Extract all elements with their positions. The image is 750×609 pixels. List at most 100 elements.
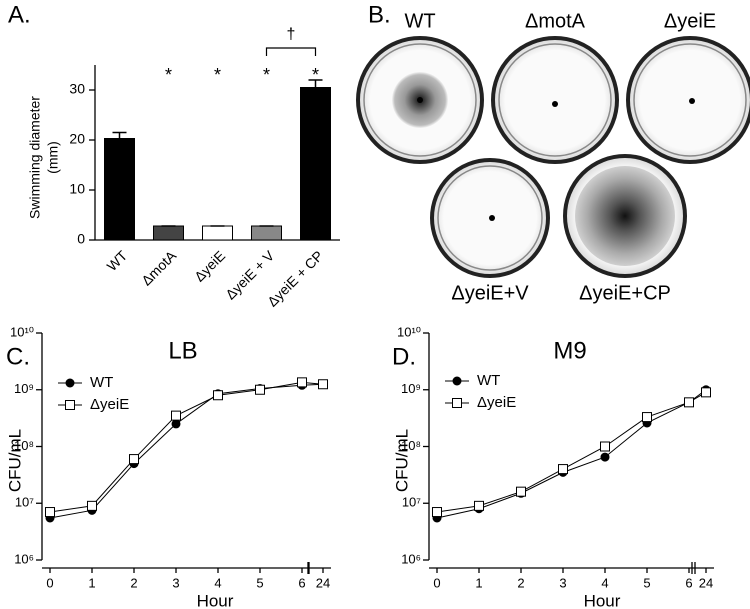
x-tick-label: 6	[298, 575, 305, 590]
x-tick-label: 5	[643, 575, 650, 590]
y-tick-label: 30	[69, 81, 85, 97]
x-tick-label: 0	[46, 575, 53, 590]
marker	[87, 500, 97, 511]
panel-label: B.	[368, 1, 391, 28]
panel-label: D.	[392, 343, 416, 370]
x-tick-label: 1	[88, 575, 95, 590]
line	[436, 391, 707, 513]
bracket-label: †	[287, 26, 296, 43]
bar	[202, 225, 233, 241]
plate-label: ΔyeiE	[664, 10, 716, 32]
x-tick-label: 3	[559, 575, 566, 590]
marker	[642, 412, 652, 423]
y-tick-label: 10⁹	[401, 381, 421, 396]
legend-marker	[452, 376, 462, 386]
y-tick-label: 10¹⁰	[397, 324, 421, 339]
legend-label: ΔyeiE	[477, 394, 516, 411]
significance-mark: *	[312, 65, 319, 85]
significance-mark: *	[263, 65, 270, 85]
y-tick-label: 10⁸	[14, 438, 34, 453]
plate-label: ΔyeiE+CP	[579, 282, 671, 304]
plate	[430, 158, 550, 278]
y-axis-label: CFU/mL	[5, 429, 24, 492]
x-tick-label: 24	[316, 575, 330, 590]
chart-title: M9	[553, 337, 586, 364]
x-tick-label: 6	[685, 575, 692, 590]
legend-marker	[65, 400, 75, 410]
error-bar	[112, 131, 127, 139]
significance-mark: *	[214, 65, 221, 85]
y-tick-label: 10	[69, 181, 85, 197]
plate	[491, 36, 619, 164]
plate-label: ΔmotA	[525, 10, 586, 32]
y-tick-label: 10⁹	[14, 381, 34, 396]
x-tick-label: 4	[601, 575, 608, 590]
y-tick-label: 0	[77, 231, 85, 247]
bracket	[265, 47, 317, 56]
x-tick-label: 2	[517, 575, 524, 590]
marker	[600, 452, 610, 462]
legend-label: ΔyeiE	[90, 396, 129, 413]
bar	[300, 87, 331, 241]
marker	[297, 377, 307, 388]
x-tick-label: 0	[433, 575, 440, 590]
marker	[318, 379, 328, 390]
y-axis-label: Swimming diameter	[27, 96, 43, 219]
bar	[251, 225, 282, 241]
plate-label: ΔyeiE+V	[451, 282, 529, 304]
marker	[255, 384, 265, 395]
marker	[432, 507, 442, 518]
chart-title: LB	[168, 337, 197, 364]
significance-mark: *	[165, 65, 172, 85]
legend-label: WT	[90, 374, 113, 391]
x-tick-label: ΔyeiE	[191, 247, 228, 284]
plate	[356, 36, 484, 164]
legend-marker	[452, 398, 462, 408]
x-tick-label: 3	[172, 575, 179, 590]
x-tick-label: WT	[104, 247, 131, 274]
x-tick-label: 5	[256, 575, 263, 590]
marker	[213, 390, 223, 401]
marker	[129, 454, 139, 465]
marker	[45, 507, 55, 518]
x-axis	[429, 562, 714, 574]
bar	[153, 225, 184, 241]
marker	[474, 500, 484, 511]
marker	[171, 419, 181, 429]
marker	[701, 387, 711, 398]
x-axis-label: Hour	[584, 591, 621, 609]
error-bar	[308, 79, 323, 88]
x-axis	[42, 562, 331, 574]
y-tick-label: 10⁶	[14, 551, 34, 566]
y-tick-label: 10¹⁰	[10, 324, 34, 339]
marker	[558, 464, 568, 475]
y-tick-label: 10⁶	[401, 551, 421, 566]
x-tick-label: 2	[130, 575, 137, 590]
x-tick-label: 24	[699, 575, 713, 590]
x-tick-label: ΔmotA	[138, 247, 179, 288]
y-axis-label: (mm)	[45, 141, 61, 174]
y-tick-label: 20	[69, 131, 85, 147]
line	[49, 383, 324, 519]
legend-label: WT	[477, 372, 500, 389]
x-tick-label: 4	[214, 575, 221, 590]
bar	[104, 138, 135, 241]
legend-marker	[65, 378, 75, 388]
panel-label: C.	[6, 343, 30, 370]
marker	[684, 397, 694, 408]
y-tick-label: 10⁷	[15, 495, 34, 510]
plate-label: WT	[404, 10, 435, 32]
marker	[516, 486, 526, 497]
line	[436, 389, 707, 519]
plate	[626, 36, 750, 164]
y-tick-label: 10⁸	[401, 438, 421, 453]
marker	[171, 410, 181, 421]
plate	[563, 154, 687, 278]
x-axis-label: Hour	[197, 591, 234, 609]
marker	[600, 441, 610, 452]
y-tick-label: 10⁷	[402, 495, 421, 510]
line	[49, 381, 324, 513]
panel-label: A.	[8, 1, 31, 28]
y-axis-label: CFU/mL	[392, 429, 411, 492]
